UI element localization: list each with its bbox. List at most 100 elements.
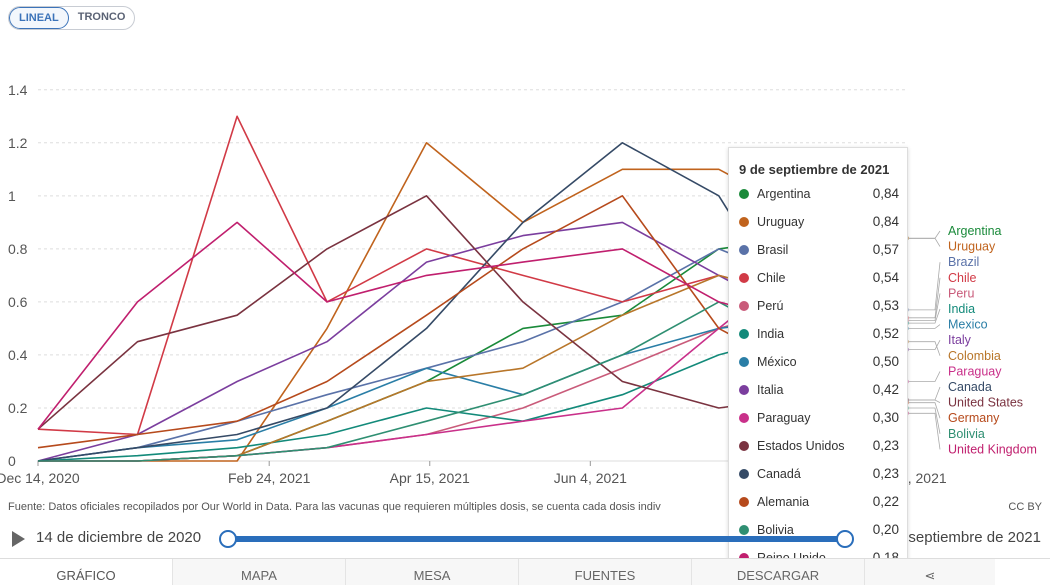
tooltip-series-name: Perú: [757, 299, 784, 313]
tooltip-series-value: 0,20: [872, 522, 899, 537]
tooltip-series-name: Paraguay: [757, 411, 811, 425]
share-icon[interactable]: ⋖: [865, 559, 995, 585]
series-color-dot: [739, 413, 749, 423]
tooltip-series-value: 0,84: [872, 186, 899, 201]
tooltip-series-value: 0,84: [872, 214, 899, 229]
hover-tooltip: 9 de septiembre de 2021 Argentina 0,84 Uru…: [728, 147, 908, 581]
tab-chart[interactable]: GRÁFICO: [0, 559, 173, 585]
tab-map[interactable]: MAPA: [173, 559, 346, 585]
y-tick-label: 0.4: [8, 347, 28, 363]
series-label: India: [948, 302, 975, 316]
y-tick-label: 0.8: [8, 241, 28, 257]
tab-download[interactable]: DESCARGAR: [692, 559, 865, 585]
tooltip-series-name: Chile: [757, 271, 786, 285]
timeline-range-bar[interactable]: [228, 536, 848, 542]
linear-toggle-button[interactable]: LINEAL: [9, 7, 69, 29]
x-tick-label: Feb 24, 2021: [228, 470, 311, 486]
tooltip-date: 9 de septiembre de 2021: [739, 162, 890, 177]
series-label-leader: [909, 371, 941, 382]
series-label-leader: [909, 324, 941, 329]
series-label: Italy: [948, 333, 972, 347]
series-label: Uruguay: [948, 240, 996, 254]
series-label: Brazil: [948, 255, 979, 269]
series-label-leader: [909, 277, 941, 319]
tooltip-row: Alemania 0,22: [729, 490, 907, 518]
scale-toggle: LINEAL TRONCO: [8, 6, 136, 30]
tooltip-row: Italia 0,42: [729, 378, 907, 406]
series-label: Argentina: [948, 224, 1002, 238]
tooltip-row: Perú 0,53: [729, 294, 907, 322]
tooltip-series-value: 0,42: [872, 382, 899, 397]
tooltip-series-name: Italia: [757, 383, 784, 397]
y-tick-label: 1.4: [8, 82, 28, 98]
y-tick-label: 1: [8, 188, 16, 204]
tooltip-series-name: Canadá: [757, 467, 801, 481]
log-toggle-button[interactable]: TRONCO: [77, 11, 126, 23]
tab-sources[interactable]: FUENTES: [519, 559, 692, 585]
y-tick-label: 0.6: [8, 294, 28, 310]
tooltip-series-value: 0,30: [872, 410, 899, 425]
series-color-dot: [739, 273, 749, 283]
series-label-leader: [909, 308, 941, 324]
x-tick-label: Dec 14, 2020: [0, 470, 80, 486]
series-label: Peru: [948, 286, 974, 300]
series-color-dot: [739, 469, 749, 479]
series-label: Mexico: [948, 318, 988, 332]
x-tick-label: Apr 15, 2021: [390, 470, 470, 486]
series-color-dot: [739, 525, 749, 535]
tooltip-series-value: 0,50: [872, 354, 899, 369]
tooltip-series-name: Uruguay: [757, 215, 805, 229]
y-tick-label: 0.2: [8, 400, 28, 416]
tooltip-series-name: Estados Unidos: [757, 439, 845, 453]
timeline-end-handle[interactable]: [836, 530, 854, 548]
tooltip-series-name: Alemania: [757, 495, 810, 509]
series-color-dot: [739, 245, 749, 255]
y-tick-label: 1.2: [8, 135, 28, 151]
series-label: Chile: [948, 271, 977, 285]
series-color-dot: [739, 217, 749, 227]
bottom-tabs: GRÁFICO MAPA MESA FUENTES DESCARGAR ⋖: [0, 558, 1050, 585]
series-label: Paraguay: [948, 364, 1002, 378]
source-note: Fuente: Datos oficiales recopilados por …: [8, 501, 661, 513]
timeline-start-label: 14 de diciembre de 2020: [36, 529, 202, 546]
tooltip-series-value: 0,54: [872, 270, 899, 285]
series-label: Germany: [948, 411, 1000, 425]
tooltip-series-name: India: [757, 327, 785, 341]
series-label-leader: [909, 386, 941, 401]
series-color-dot: [739, 497, 749, 507]
series-color-dot: [739, 301, 749, 311]
x-tick-label: Jun 4, 2021: [554, 470, 627, 486]
tooltip-series-name: Bolivia: [757, 523, 794, 537]
series-label: Bolivia: [948, 427, 985, 441]
series-label-leader: [909, 293, 941, 321]
series-color-dot: [739, 189, 749, 199]
tooltip-row: Argentina 0,84: [729, 182, 907, 210]
tooltip-series-value: 0,52: [872, 326, 899, 341]
tooltip-series-name: México: [757, 355, 797, 369]
series-label-leader: [909, 399, 941, 403]
tooltip-row: Bolivia 0,20: [729, 518, 907, 546]
tooltip-row: México 0,50: [729, 350, 907, 378]
series-label: United Kingdom: [948, 442, 1037, 456]
tooltip-row: Chile 0,54: [729, 266, 907, 294]
play-icon[interactable]: [12, 531, 25, 547]
timeline-start-handle[interactable]: [219, 530, 237, 548]
tab-table[interactable]: MESA: [346, 559, 519, 585]
tooltip-series-name: Argentina: [757, 187, 811, 201]
series-label-leader: [909, 402, 941, 419]
timeline-end-label: septiembre de 2021: [908, 529, 1041, 546]
series-color-dot: [739, 441, 749, 451]
series-label-leader: [909, 340, 941, 351]
series-label-leader: [909, 262, 941, 311]
series-color-dot: [739, 385, 749, 395]
tooltip-series-value: 0,23: [872, 466, 899, 481]
tooltip-row: Brasil 0,57: [729, 238, 907, 266]
series-color-dot: [739, 329, 749, 339]
tooltip-series-value: 0,53: [872, 298, 899, 313]
series-color-dot: [739, 357, 749, 367]
tooltip-row: Paraguay 0,30: [729, 406, 907, 434]
license-link[interactable]: CC BY: [1008, 501, 1042, 513]
tooltip-row: Uruguay 0,84: [729, 210, 907, 238]
series-label: Colombia: [948, 349, 1001, 363]
series-label-leader: [909, 412, 941, 450]
